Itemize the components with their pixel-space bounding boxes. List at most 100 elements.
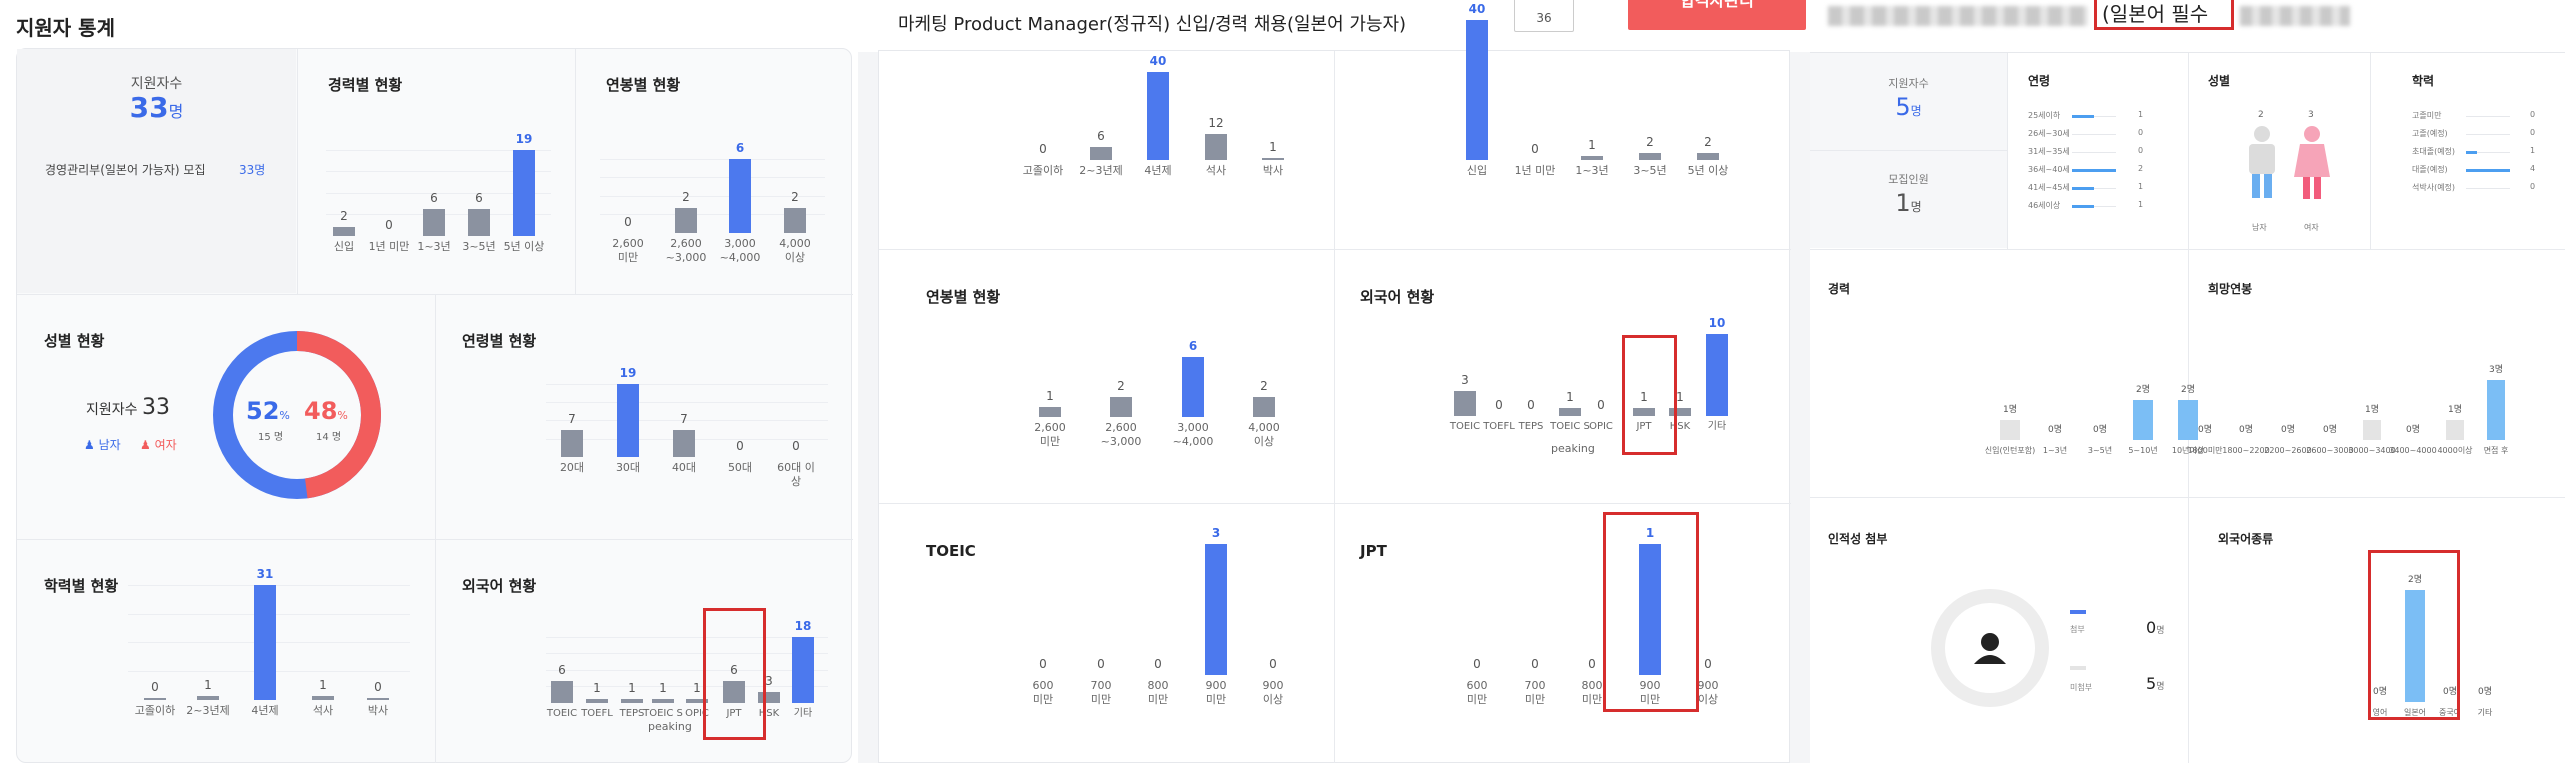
list-row-value: 0 [2138,146,2144,155]
female-count: 14 명 [316,432,342,443]
job-posting-name[interactable]: 경영관리부(일본어 가능자) 모집 [45,163,206,177]
x-axis-label: TOEIC S [643,708,683,719]
posting-title-suffix: (일본어 필수 [2102,2,2209,26]
gridline [546,686,828,687]
x-axis-label: 면접 후 [2483,446,2509,455]
blurred-title-text [1828,6,2088,26]
list-row-track [2466,152,2510,153]
list-row-label: 초대졸(예정) [2412,147,2456,156]
chart-bar [197,696,219,700]
x-axis-label: 900 미만 [1639,679,1661,706]
list-row-bar [2072,187,2094,190]
x-axis-label: TEPS [1518,421,1544,432]
chart-bar [1253,397,1275,417]
x-axis-label: 4년제 [251,704,279,717]
x-axis-label: 기타 [793,708,813,719]
chart-bar [784,208,806,233]
x-axis-label: 3~5년 [462,240,496,253]
chart-bar [2363,420,2381,440]
x-axis-label: 2200~2600 [2264,446,2312,455]
gridline [326,193,551,194]
x-axis-label: OPIC [685,708,709,719]
education-chart-title: 학력별 현황 [44,577,119,595]
chart-bar [1466,20,1488,160]
language-chart-title: 외국어 현황 [462,577,537,595]
applicant-value-3: 5명 [1895,93,1922,121]
list-row-track [2072,152,2116,153]
language-sublabel: peaking [648,720,692,733]
x-axis-label: 박사 [367,704,389,717]
bar-value-label: 7 [568,412,576,426]
chart-bar [423,209,445,236]
bar-value-label: 2 [340,209,348,223]
list-row-label: 고졸(예정) [2412,129,2448,138]
list-row-value: 2 [2138,164,2144,173]
bar-value-label: 0명 [2280,425,2295,435]
gridline [546,420,828,421]
x-axis-label: 900 미만 [1205,679,1227,706]
bar-value-label: 0명 [2372,687,2387,697]
bar-value-label: 40 [1468,2,1486,16]
list-row-track [2072,134,2116,135]
bar-value-label: 0 [1097,657,1105,671]
salary-chart-title-2: 연봉별 현황 [926,288,1001,306]
gridline [600,177,825,178]
career-title-3: 경력 [1828,282,1851,296]
applicant-count-box[interactable]: 36 [1514,0,1574,32]
x-axis-label: 1~3년 [1575,164,1609,177]
x-axis-label: 3000~3400 [2348,446,2396,455]
x-axis-label: 일본어 [2403,708,2427,717]
chart-bar [254,585,276,700]
chart-bar [792,637,814,703]
chart-bar [586,699,608,703]
bar-value-label: 31 [256,567,274,581]
chart-bar [1706,334,1728,416]
x-axis-label: 600 미만 [1032,679,1054,706]
education-title-3: 학력 [2412,74,2435,88]
bar-value-label: 18 [794,619,812,633]
x-axis-label: 5년 이상 [503,240,545,253]
x-axis-label: 4000이상 [2437,446,2473,455]
x-axis-label: 20대 [559,461,585,474]
applicant-count-label: 지원자수 [130,76,183,92]
chart-bar [1182,357,1204,417]
x-axis-label: 기타 [1707,421,1727,432]
applicant-count: 33명 [129,91,184,124]
x-axis-label: 1년 미만 [368,240,410,253]
male-percentage: 52% [246,397,290,425]
chart-bar [758,692,780,703]
bar-value-label: 0 [736,439,744,453]
salary-title-3: 희망연봉 [2208,282,2253,296]
x-axis-label: 600 미만 [1466,679,1488,706]
chart-bar [1039,407,1061,417]
bar-value-label: 0명 [2322,425,2337,435]
chart-bar [1090,147,1112,160]
bar-value-label: 2명 [2407,575,2422,585]
age-title-3: 연령 [2028,74,2051,88]
x-axis-label: TOEFL [581,708,613,719]
gridline [326,150,551,151]
not-attached-legend-marker [2070,666,2086,670]
posting-stats-card [878,50,1791,763]
job-posting-count: 33명 [239,163,266,177]
x-axis-label: 신입(인턴포함) [1984,446,2036,455]
posting-title: 마케팅 Product Manager(정규직) 신입/경력 채용(일본어 가능… [898,14,1407,35]
x-axis-label: 2~3년제 [1079,164,1123,177]
bar-value-label: 1 [1588,138,1596,152]
x-axis-label: TEPS [619,708,645,719]
x-axis-label: JPT [726,708,742,719]
list-row-track [2072,188,2116,189]
bar-value-label: 0 [1531,657,1539,671]
bar-value-label: 6 [735,141,745,155]
gridline [600,196,825,197]
bar-value-label: 3 [765,674,773,688]
language-chart-title-2: 외국어 현황 [1360,288,1435,306]
list-row-track [2466,134,2510,135]
bar-value-label: 40 [1149,54,1167,68]
list-row-value: 4 [2530,164,2536,173]
bar-value-label: 1 [593,681,601,695]
manage-passed-button[interactable]: 합격자관리 [1628,0,1806,30]
bar-value-label: 0 [1495,398,1503,412]
highlight-jpt-chart-box [1603,512,1699,712]
female-icon: ♟ [140,438,151,452]
